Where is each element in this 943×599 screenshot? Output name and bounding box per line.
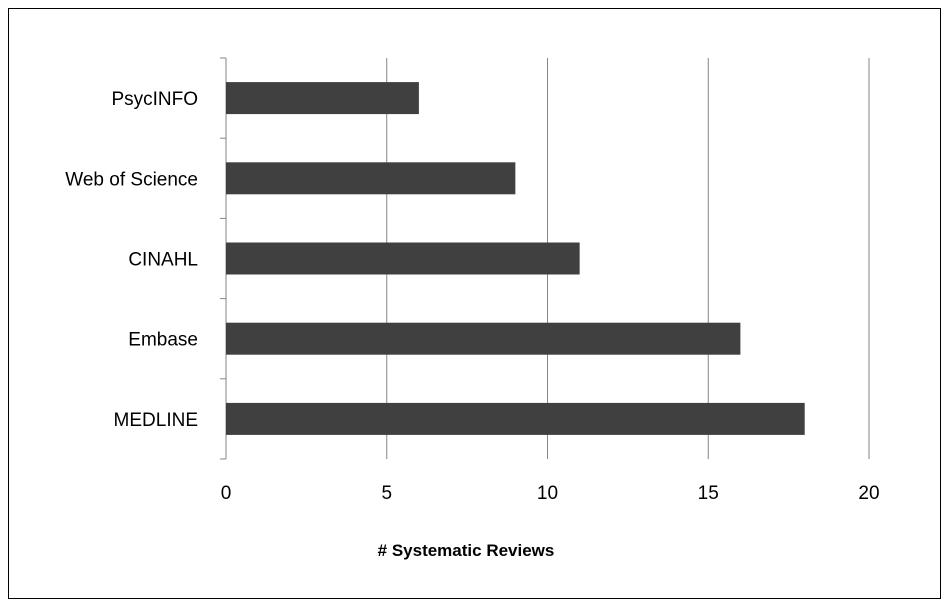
x-axis-title: # Systematic Reviews [378, 541, 555, 560]
bar [226, 322, 741, 355]
x-tick-label: 15 [698, 483, 719, 504]
category-labels: PsycINFO Web of Science CINAHL Embase MEDLIN… [65, 89, 198, 431]
category-label: Web of Science [65, 169, 198, 190]
bar [226, 402, 805, 435]
x-tick-label: 20 [858, 483, 879, 504]
bars [226, 82, 805, 435]
chart-frame [8, 8, 941, 599]
category-label: Embase [128, 330, 198, 351]
x-tick-labels: 0 5 10 15 20 [221, 483, 880, 504]
x-tick-label: 10 [537, 483, 558, 504]
axes [220, 57, 227, 460]
x-tick-label: 5 [381, 483, 392, 504]
category-label: PsycINFO [111, 89, 198, 110]
bar [226, 82, 419, 115]
category-label: MEDLINE [114, 410, 198, 431]
bar [226, 162, 516, 195]
bar [226, 242, 580, 275]
x-tick-label: 0 [221, 483, 232, 504]
category-label: CINAHL [128, 250, 198, 271]
